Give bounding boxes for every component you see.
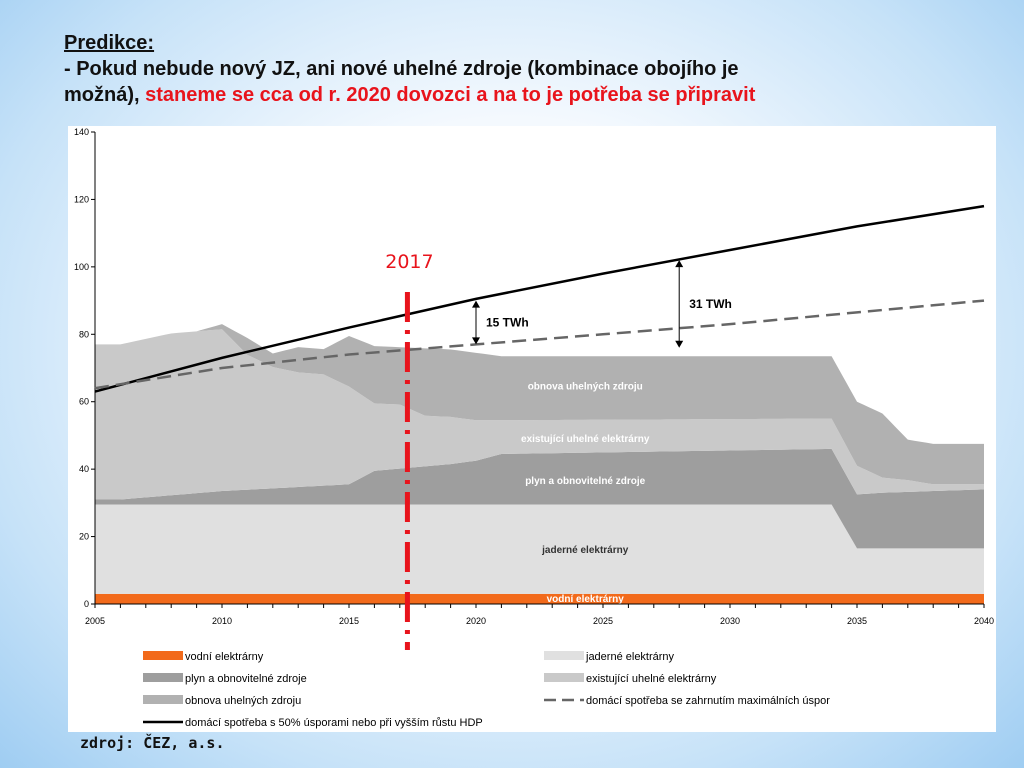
x-tick-label-2010: 2010: [212, 616, 232, 626]
x-tick-label-2015: 2015: [339, 616, 359, 626]
legend-label-jaderne-elektrarny: jaderné elektrárny: [585, 651, 675, 663]
x-tick-label-2040: 2040: [974, 616, 994, 626]
x-tick-label-2020: 2020: [466, 616, 486, 626]
y-tick-label-80: 80: [79, 329, 89, 339]
y-tick-label-0: 0: [84, 599, 89, 609]
annotation-arrow-head-bottom-1: [675, 340, 684, 348]
chart-panel: vodní elektrárny jaderné elektrárny plyn a…: [68, 126, 996, 732]
prediction-chart: vodní elektrárny jaderné elektrárny plyn a…: [74, 127, 994, 729]
legend-swatch-jaderne-elektrarny: [544, 651, 584, 660]
area-label-jaderne-elektrarny: jaderné elektrárny: [541, 545, 629, 556]
area-existujici-uhelne-elektrarny: [95, 329, 984, 500]
legend-label-existujici-uhelne-elektrarny: existující uhelné elektrárny: [586, 673, 717, 685]
line-domaci-spotreba-s-50-usporami-nebo-pri-vyssim-rustu-hdp: [94, 204, 985, 393]
area-jaderne-elektrarny: [95, 504, 984, 594]
annotation-label-0: 15 TWh: [486, 315, 529, 329]
area-plyn-a-obnovitelne-zdroje: [95, 448, 984, 549]
demand-lines: [94, 204, 985, 393]
y-tick-label-60: 60: [79, 397, 89, 407]
heading-line-1: - Pokud nebude nový JZ, ani nové uhelné …: [64, 58, 739, 80]
source-note: zdroj: ČEZ, a.s.: [80, 734, 225, 752]
annotation-label-1: 31 TWh: [689, 297, 732, 311]
x-tick-label-2025: 2025: [593, 616, 613, 626]
y-tick-label-100: 100: [74, 262, 89, 272]
y-tick-label-140: 140: [74, 127, 89, 137]
y-tick-label-120: 120: [74, 194, 89, 204]
y-tick-label-20: 20: [79, 532, 89, 542]
legend-label-plyn-a-obnovitelne-zdroje: plyn a obnovitelné zdroje: [185, 673, 307, 685]
area-label-vodni-elektrarny: vodní elektrárny: [547, 594, 625, 605]
annotation-arrow-head-top-1: [675, 260, 684, 268]
legend-swatch-existujici-uhelne-elektrarny: [544, 673, 584, 682]
heading-line-2-red: staneme se cca od r. 2020 dovozci a na t…: [145, 84, 756, 106]
legend-swatch-vodni-elektrarny: [143, 651, 183, 660]
slide-title: Predikce:: [64, 32, 155, 54]
annotation-arrow-head-top-0: [472, 300, 480, 308]
annotations: 15 TWh 31 TWh: [472, 260, 732, 348]
area-label-obnova-uhelnych-zdroju: obnova uhelných zdroju: [528, 382, 643, 393]
legend: vodní elektrárny plyn a obnovitelné zdroj…: [143, 651, 830, 729]
x-tick-label-2035: 2035: [847, 616, 867, 626]
annotation-arrow-head-bottom-0: [472, 337, 480, 345]
y-tick-label-40: 40: [79, 464, 89, 474]
slide-heading: Predikce: - Pokud nebude nový JZ, ani no…: [64, 30, 1004, 108]
area-label-existujici-uhelne-elektrarny: existující uhelné elektrárny: [521, 434, 650, 445]
legend-swatch-obnova-uhelnych-zdroju: [143, 695, 183, 704]
year-marker: 2017: [385, 251, 434, 650]
area-obnova-uhelnych-zdroju: [95, 324, 984, 485]
line-domaci-spotreba-se-zahrnutim-maximalnich-uspor: [94, 299, 985, 390]
stacked-areas: vodní elektrárny jaderné elektrárny plyn a…: [95, 324, 984, 605]
legend-label-domaci-spotreba-s-50-usporami-nebo-pri-vyssim-rustu-hdp: domácí spotřeba s 50% úsporami nebo při …: [185, 717, 483, 729]
year-marker-label: 2017: [385, 251, 433, 273]
area-vodni-elektrarny: [95, 593, 984, 604]
x-tick-label-2030: 2030: [720, 616, 740, 626]
legend-label-obnova-uhelnych-zdroju: obnova uhelných zdroju: [185, 695, 301, 707]
legend-label-vodni-elektrarny: vodní elektrárny: [185, 651, 264, 663]
legend-label-domaci-spotreba-se-zahrnutim-maximalnich-uspor: domácí spotřeba se zahrnutím maximálních…: [586, 695, 830, 707]
legend-swatch-plyn-a-obnovitelne-zdroje: [143, 673, 183, 682]
x-tick-label-2005: 2005: [85, 616, 105, 626]
area-label-plyn-a-obnovitelne-zdroje: plyn a obnovitelné zdroje: [525, 476, 645, 487]
heading-line-2-black: možná),: [64, 84, 140, 106]
